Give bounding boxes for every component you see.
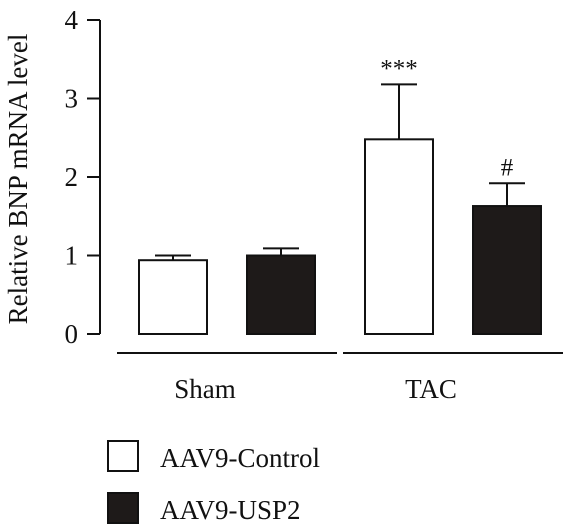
group-label-sham: Sham <box>174 374 236 404</box>
y-tick-label: 0 <box>65 319 79 349</box>
legend-swatch <box>107 492 139 524</box>
significance-marker: *** <box>380 55 418 82</box>
y-tick-label: 2 <box>65 162 79 192</box>
y-tick-label: 1 <box>65 241 79 271</box>
significance-marker: # <box>501 154 514 181</box>
axes: 0 1 2 3 4 <box>65 5 101 349</box>
bar <box>364 138 434 335</box>
y-tick-label: 3 <box>65 84 79 114</box>
bar <box>472 205 542 335</box>
group-labels: Sham TAC <box>117 352 563 404</box>
bars: *** # <box>138 55 542 335</box>
bar <box>246 254 316 335</box>
legend-label: AAV9-Control <box>160 443 320 473</box>
y-tick-label: 4 <box>65 5 79 35</box>
legend: AAV9-Control AAV9-USP2 <box>107 440 320 525</box>
y-axis-title: Relative BNP mRNA level <box>3 34 33 325</box>
group-label-tac: TAC <box>405 374 457 404</box>
legend-label: AAV9-USP2 <box>160 495 301 525</box>
bar <box>138 259 208 335</box>
legend-swatch <box>107 440 139 472</box>
